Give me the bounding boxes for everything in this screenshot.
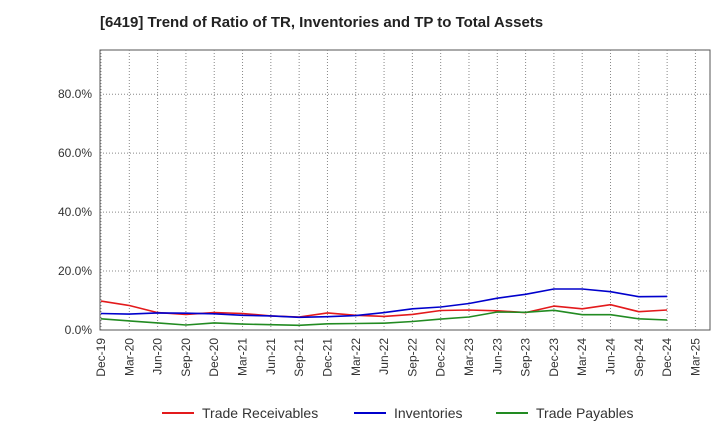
x-tick-label: Jun-22 <box>377 338 391 375</box>
x-tick-label: Dec-23 <box>547 338 561 377</box>
x-tick-label: Sep-20 <box>179 338 193 377</box>
x-tick-label: Mar-23 <box>462 338 476 376</box>
x-tick-label: Sep-21 <box>292 338 306 377</box>
legend-swatch <box>162 412 194 414</box>
x-tick-label: Dec-21 <box>320 338 334 377</box>
x-tick-label: Dec-24 <box>660 338 674 377</box>
y-tick-label: 0.0% <box>65 323 93 337</box>
y-tick-label: 40.0% <box>58 205 92 219</box>
legend-item: Inventories <box>354 405 462 421</box>
series-line-inventories <box>100 288 668 319</box>
x-tick-label: Mar-24 <box>575 338 589 376</box>
x-tick-label: Sep-22 <box>405 338 419 377</box>
x-tick-label: Sep-23 <box>519 338 533 377</box>
x-tick-label: Dec-19 <box>94 338 108 377</box>
legend-swatch <box>496 412 528 414</box>
x-tick-label: Dec-22 <box>434 338 448 377</box>
legend-label: Trade Payables <box>536 405 634 421</box>
y-tick-label: 20.0% <box>58 264 92 278</box>
y-tick-label: 80.0% <box>58 87 92 101</box>
x-tick-label: Mar-25 <box>688 338 702 376</box>
chart-title: [6419] Trend of Ratio of TR, Inventories… <box>100 14 544 31</box>
x-tick-label: Mar-20 <box>122 338 136 376</box>
legend-item: Trade Payables <box>496 405 634 421</box>
x-tick-label: Sep-24 <box>632 338 646 377</box>
legend-item: Trade Receivables <box>162 405 318 421</box>
legend-label: Inventories <box>394 405 463 421</box>
plot-area-border <box>99 49 711 331</box>
x-tick-label: Jun-23 <box>490 338 504 375</box>
x-tick-label: Mar-21 <box>236 338 250 376</box>
series-line-trade-payables <box>100 309 668 327</box>
x-tick-label: Jun-21 <box>264 338 278 375</box>
x-tick-label: Jun-20 <box>151 338 165 375</box>
x-tick-label: Mar-22 <box>349 338 363 376</box>
legend-swatch <box>354 412 386 414</box>
legend-label: Trade Receivables <box>202 405 319 421</box>
x-tick-label: Jun-24 <box>604 338 618 375</box>
y-tick-label: 60.0% <box>58 146 92 160</box>
x-tick-label: Dec-20 <box>207 338 221 377</box>
